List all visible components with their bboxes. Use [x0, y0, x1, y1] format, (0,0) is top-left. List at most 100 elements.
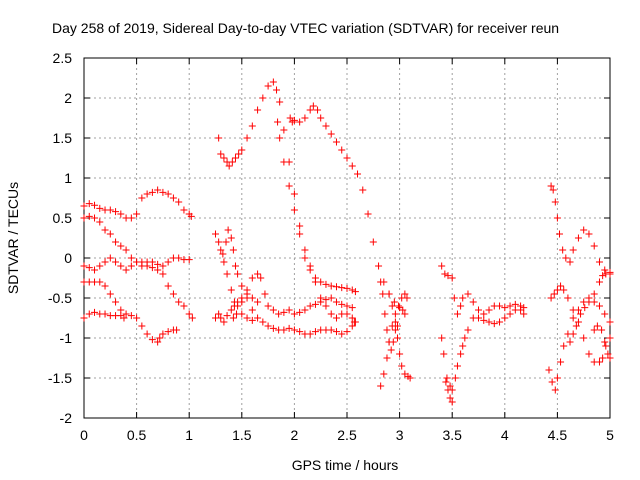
data-point [164, 258, 172, 266]
y-tick-label: 2 [64, 90, 72, 106]
data-point [311, 328, 319, 336]
data-point [224, 226, 232, 234]
data-point [285, 324, 293, 332]
data-point [133, 210, 141, 218]
data-point [290, 190, 298, 198]
data-point [595, 258, 603, 266]
data-point [496, 302, 504, 310]
data-point [322, 302, 330, 310]
data-point [553, 286, 561, 294]
data-point [556, 230, 564, 238]
data-point [601, 310, 609, 318]
data-point [122, 266, 130, 274]
data-point [383, 354, 391, 362]
data-point [234, 302, 242, 310]
data-point [444, 272, 452, 280]
data-point [257, 274, 265, 282]
data-point [551, 386, 559, 394]
data-point [264, 82, 272, 90]
data-point [138, 194, 146, 202]
data-point [581, 304, 589, 312]
data-point [391, 318, 399, 326]
data-point [547, 182, 555, 190]
data-point [338, 146, 346, 154]
data-point [306, 330, 314, 338]
data-point [550, 290, 558, 298]
data-point [459, 294, 467, 302]
data-point [175, 198, 183, 206]
data-point [290, 310, 298, 318]
data-point [585, 350, 593, 358]
x-tick-label: 1 [185, 427, 193, 443]
data-point [248, 274, 256, 282]
data-point [520, 304, 528, 312]
data-point [327, 310, 335, 318]
data-point [227, 234, 235, 242]
data-point [375, 262, 383, 270]
x-tick-label: 2 [291, 427, 299, 443]
data-point [273, 86, 281, 94]
data-point [557, 358, 565, 366]
series-arc-h [274, 118, 359, 296]
data-point [590, 242, 598, 250]
series-arc-c [80, 254, 193, 274]
data-point [169, 290, 177, 298]
data-point [215, 310, 223, 318]
data-point [122, 310, 130, 318]
data-point [306, 106, 314, 114]
x-tick-label: 3 [396, 427, 404, 443]
data-point [306, 266, 314, 274]
data-point [187, 212, 195, 220]
y-tick-label: 0.5 [53, 210, 73, 226]
data-point [285, 306, 293, 314]
y-tick-label: -1 [60, 330, 73, 346]
data-point [577, 310, 585, 318]
x-tick-label: 0.5 [127, 427, 147, 443]
data-point [127, 214, 135, 222]
data-point [517, 302, 525, 310]
data-point [549, 186, 557, 194]
data-point [280, 326, 288, 334]
data-point [180, 206, 188, 214]
data-point [348, 314, 356, 322]
data-point [593, 322, 601, 330]
data-point [219, 250, 227, 258]
data-point [238, 282, 246, 290]
data-point [175, 298, 183, 306]
data-point [117, 262, 125, 270]
data-point [332, 314, 340, 322]
data-point [322, 296, 330, 304]
data-point [296, 328, 304, 336]
data-point [369, 238, 377, 246]
data-point [399, 306, 407, 314]
data-point [351, 288, 359, 296]
data-point [350, 318, 358, 326]
data-point [327, 130, 335, 138]
data-point [317, 114, 325, 122]
data-point [243, 134, 251, 142]
data-point [545, 366, 553, 374]
data-point [127, 312, 135, 320]
data-point [276, 134, 284, 142]
data-point [388, 302, 396, 310]
data-point [212, 230, 219, 238]
data-point [322, 280, 330, 288]
data-point [391, 310, 399, 318]
data-point [96, 218, 104, 226]
data-point [348, 286, 356, 294]
data-point [133, 314, 141, 322]
data-point [569, 330, 577, 338]
data-point [490, 320, 498, 328]
data-point [225, 162, 233, 170]
data-point [106, 206, 114, 214]
data-point [154, 338, 162, 346]
data-point [80, 214, 88, 222]
data-point [120, 314, 128, 322]
data-point [547, 294, 555, 302]
chart-title: Day 258 of 2019, Sidereal Day-to-day VTE… [52, 20, 559, 36]
data-point [175, 254, 183, 262]
data-point [338, 300, 346, 308]
data-point [285, 182, 293, 190]
data-point [446, 394, 454, 402]
